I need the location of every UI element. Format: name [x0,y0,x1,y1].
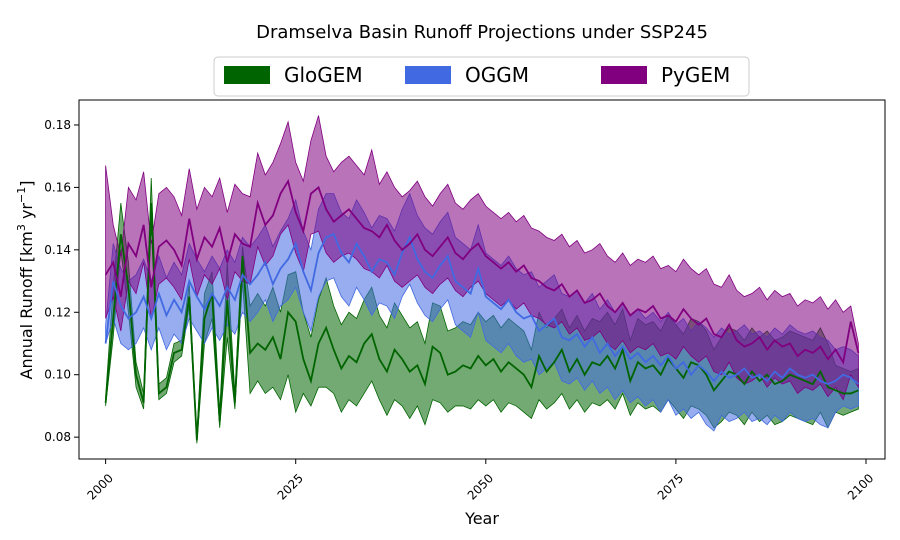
legend-swatch-oggm [405,66,451,84]
y-axis-label-sup1: 3 [15,224,28,231]
x-axis-label: Year [464,509,499,528]
legend-label-glogem: GloGEM [284,63,363,87]
y-axis-label-main: Annual Runoff [km [17,231,36,379]
y-axis-label-mid: yr [17,203,36,225]
legend-swatch-pygem [601,66,647,84]
legend: GloGEM OGGM PyGEM [213,56,750,97]
y-tick-label: 0.18 [44,118,71,132]
y-axis-label-sup2: −1 [15,187,28,203]
plot-area [104,115,860,444]
chart-title: Dramselva Basin Runoff Projections under… [256,22,708,43]
y-tick-label: 0.08 [44,430,71,444]
y-tick-label: 0.16 [44,180,71,194]
y-tick-label: 0.10 [44,368,71,382]
y-axis-label: Annual Runoff [km3 yr−1] [15,181,36,380]
y-axis: 0.08 0.10 0.12 0.14 0.16 0.18 [44,118,79,444]
legend-label-oggm: OGGM [465,63,529,87]
legend-label-pygem: PyGEM [661,63,730,87]
y-tick-label: 0.14 [44,243,71,257]
y-axis-label-end: ] [17,181,36,187]
oggm-mean-line [104,233,859,386]
pygem-mean-line [104,178,860,365]
legend-swatch-glogem [224,66,270,84]
y-tick-label: 0.12 [44,305,71,319]
glogem-mean-line [104,202,859,441]
plot-frame [78,99,886,460]
